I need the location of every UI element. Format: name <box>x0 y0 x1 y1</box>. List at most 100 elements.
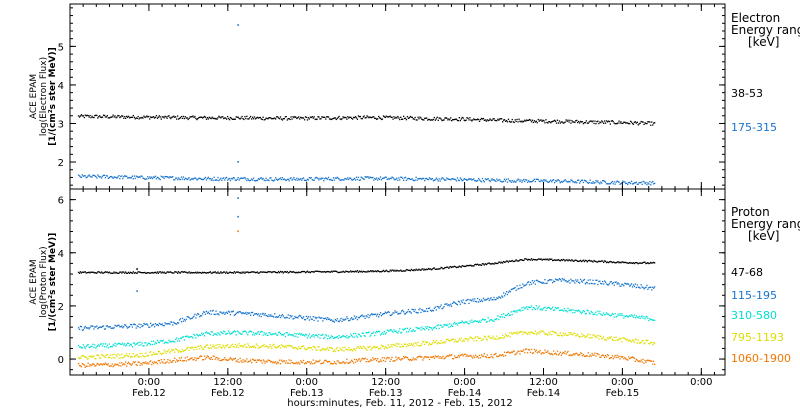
data-point <box>202 359 205 361</box>
data-point <box>348 346 350 349</box>
data-point <box>173 179 175 181</box>
data-point <box>408 343 410 345</box>
data-point <box>599 335 601 337</box>
data-point <box>608 120 611 123</box>
data-point <box>222 344 224 346</box>
data-point <box>324 349 326 351</box>
data-point <box>376 346 378 348</box>
data-point <box>345 348 347 350</box>
data-point <box>517 350 519 352</box>
data-point <box>218 357 220 359</box>
data-point <box>132 178 134 180</box>
data-point <box>182 360 184 362</box>
data-point <box>167 342 169 344</box>
data-point <box>494 299 496 301</box>
data-point <box>97 327 99 330</box>
data-point <box>86 327 88 329</box>
data-point <box>388 116 390 118</box>
data-point <box>568 121 570 123</box>
data-point <box>590 310 592 313</box>
data-point <box>212 334 214 336</box>
data-point <box>136 343 138 345</box>
data-point <box>640 120 642 123</box>
data-point <box>512 260 514 263</box>
data-point <box>177 271 180 273</box>
data-point <box>238 311 240 313</box>
data-point <box>334 337 336 339</box>
data-point <box>255 271 258 274</box>
data-point <box>330 179 333 181</box>
data-point <box>246 332 248 334</box>
data-point <box>515 259 517 261</box>
data-point <box>302 361 304 364</box>
data-point <box>486 298 488 300</box>
data-point <box>330 319 333 321</box>
data-point <box>230 358 233 360</box>
data-point <box>472 178 474 181</box>
data-point <box>569 309 571 311</box>
data-point <box>644 342 646 344</box>
data-point <box>451 178 453 180</box>
data-point <box>89 175 91 177</box>
data-point <box>451 305 453 307</box>
data-point <box>134 118 136 120</box>
data-point <box>162 176 164 178</box>
data-point <box>437 324 439 326</box>
data-point <box>474 118 476 121</box>
data-point <box>472 321 474 324</box>
data-point <box>552 259 554 262</box>
data-point <box>136 364 138 367</box>
data-point <box>644 182 646 185</box>
data-point <box>514 181 516 183</box>
data-point <box>340 317 342 320</box>
data-point <box>258 315 260 317</box>
data-point <box>320 271 322 273</box>
data-point <box>256 271 259 273</box>
data-point <box>297 363 299 365</box>
data-point <box>226 333 228 335</box>
data-point <box>412 118 414 120</box>
data-point <box>336 318 338 320</box>
data-point <box>211 331 213 333</box>
data-point <box>239 178 241 180</box>
data-point <box>163 342 165 345</box>
data-point <box>478 357 480 359</box>
data-point <box>390 177 392 180</box>
data-point <box>588 259 590 261</box>
data-point <box>355 316 358 318</box>
data-point <box>437 180 439 182</box>
data-point <box>267 118 269 120</box>
data-point <box>250 330 252 332</box>
data-point <box>311 363 313 365</box>
data-point <box>110 327 112 329</box>
data-point <box>359 115 361 118</box>
data-point <box>224 357 226 359</box>
data-point <box>551 353 553 355</box>
data-point <box>565 119 567 121</box>
data-point <box>615 181 617 183</box>
data-point <box>278 345 281 347</box>
data-point <box>523 120 525 122</box>
data-point <box>365 348 367 350</box>
data-point <box>193 272 195 274</box>
data-point <box>610 182 612 184</box>
data-point <box>334 350 336 353</box>
data-point <box>119 343 121 345</box>
data-point <box>634 338 636 340</box>
data-point <box>281 345 284 347</box>
data-point <box>584 313 586 315</box>
data-point <box>467 298 469 301</box>
data-point <box>604 260 607 262</box>
data-point <box>578 120 580 123</box>
data-point <box>537 307 539 309</box>
data-point <box>232 331 234 333</box>
data-point <box>204 313 207 315</box>
data-point <box>101 175 104 177</box>
data-point <box>296 177 298 179</box>
data-point <box>489 180 491 183</box>
data-point <box>182 350 184 353</box>
data-point <box>527 181 529 183</box>
data-point <box>221 179 223 181</box>
data-point <box>310 318 312 320</box>
data-point <box>645 181 647 184</box>
